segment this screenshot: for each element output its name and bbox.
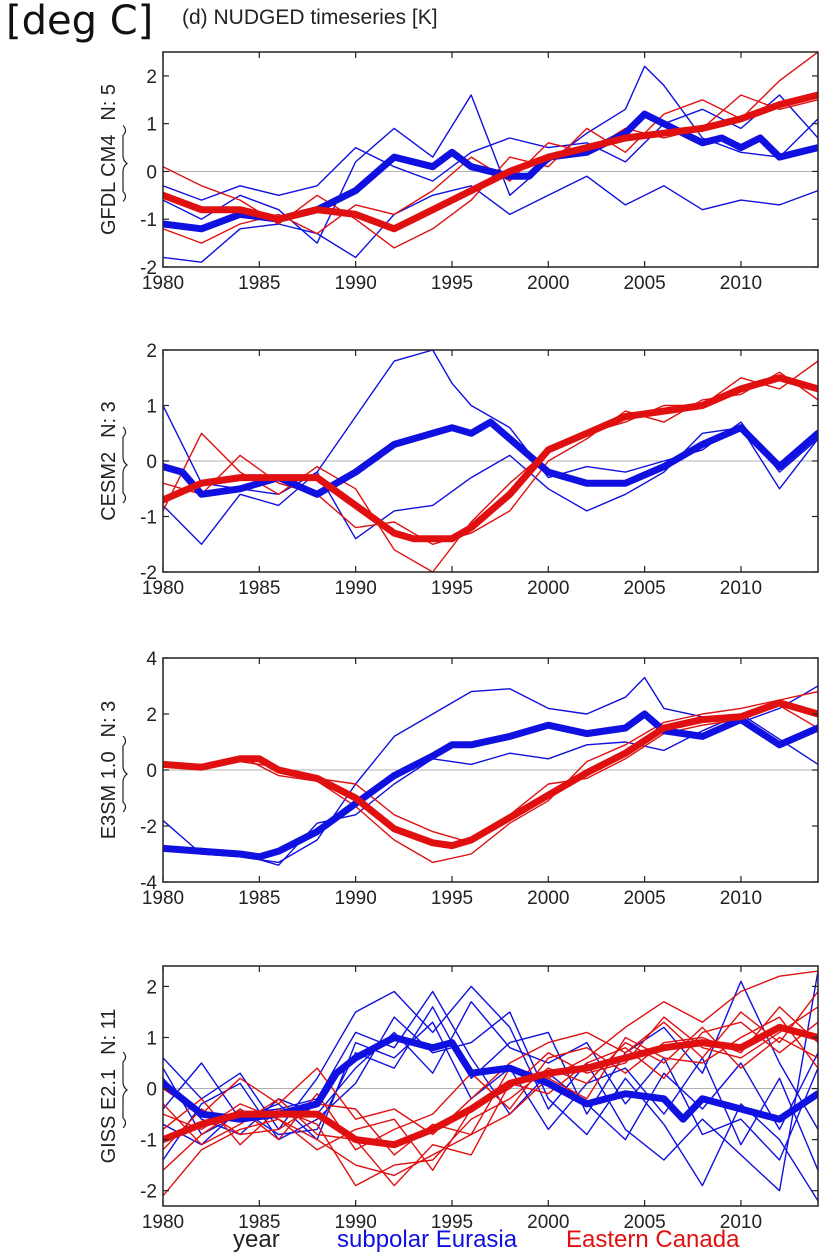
model-name-label: E3SM 1.0 — [98, 751, 120, 839]
x-tick-label: 1985 — [238, 273, 280, 294]
series-line-eastern-canada-member — [163, 690, 818, 864]
y-tick-label: 2 — [146, 977, 157, 998]
series-line-subpolar-eurasia-member — [163, 175, 818, 263]
model-name-label: GISS E2.1 — [98, 1069, 120, 1164]
y-tick-label: 0 — [146, 162, 157, 183]
x-tick-label: 2010 — [720, 273, 762, 294]
y-tick-label: 0 — [146, 761, 157, 782]
x-tick-label: 2010 — [720, 1212, 762, 1233]
series-line-subpolar-eurasia-member — [163, 94, 818, 201]
model-name-label: CESM2 — [98, 452, 120, 521]
x-axis-label: year — [233, 1226, 280, 1253]
y-tick-label: 1 — [146, 397, 157, 418]
x-tick-label: 1985 — [238, 888, 280, 909]
x-tick-label: 2010 — [720, 578, 762, 599]
x-tick-label: 2005 — [623, 578, 665, 599]
y-axis-label: CESM2 N: 3 — [98, 401, 120, 521]
figure-title: (d) NUDGED timeseries [K] — [182, 6, 438, 29]
y-tick-label: -2 — [140, 258, 157, 279]
panel-3: 1980 1985 1990 1995 2000 2005 2010 -4 -2 0 2 4 E3SM … — [98, 649, 819, 909]
x-tick-label: 1980 — [142, 578, 184, 599]
panel-4: 1980 1985 1990 1995 2000 2005 2010 -2 -1 0 1 2 GISS … — [98, 965, 819, 1233]
ensemble-size-label: N: 3 — [98, 401, 120, 438]
y-tick-label: 2 — [146, 67, 157, 88]
series-line-eastern-canada-member — [163, 990, 818, 1136]
y-tick-label: -2 — [140, 1182, 157, 1203]
series-line-eastern-canada-member — [163, 970, 818, 1197]
x-tick-label: 2005 — [623, 1212, 665, 1233]
x-tick-label: 2005 — [623, 273, 665, 294]
series-line-eastern-canada-mean — [163, 91, 818, 233]
series-line-subpolar-eurasia-mean — [163, 1034, 818, 1123]
x-tick-label: 1995 — [431, 1212, 473, 1233]
x-tick-label: 2000 — [527, 273, 569, 294]
x-tick-label: 1985 — [238, 578, 280, 599]
panel-1: 1980 1985 1990 1995 2000 2005 2010 -2 -1 0 1 2 GFDL … — [98, 51, 819, 294]
x-tick-label: 1995 — [431, 578, 473, 599]
series-line-eastern-canada-member — [163, 1021, 818, 1187]
y-tick-label: -4 — [140, 873, 157, 894]
series-line-eastern-canada-mean — [163, 699, 818, 850]
y-tick-label: -1 — [140, 1131, 157, 1152]
y-tick-label: 1 — [146, 1028, 157, 1049]
x-tick-label: 2005 — [623, 888, 665, 909]
y-axis-label: GFDL CM4 N: 5 — [98, 84, 120, 235]
axes-frame — [162, 51, 819, 268]
brace-mark — [122, 735, 128, 813]
series-line-subpolar-eurasia-member — [163, 970, 818, 1192]
series-line-eastern-canada-mean — [163, 1023, 818, 1149]
y-tick-label: -2 — [140, 563, 157, 584]
legend-subpolar-eurasia: subpolar Eurasia — [337, 1226, 518, 1253]
series-line-eastern-canada-member — [163, 1016, 818, 1156]
brace-mark — [122, 1051, 128, 1129]
x-tick-label: 1995 — [431, 888, 473, 909]
x-tick-label: 1985 — [238, 1212, 280, 1233]
legend-eastern-canada: Eastern Canada — [566, 1226, 740, 1253]
y-tick-label: 2 — [146, 705, 157, 726]
x-tick-label: 1990 — [335, 578, 377, 599]
brace-mark — [122, 426, 128, 504]
x-tick-label: 1990 — [335, 1212, 377, 1233]
x-tick-label: 1980 — [142, 888, 184, 909]
y-tick-label: 1 — [146, 115, 157, 136]
ensemble-size-label: N: 5 — [98, 84, 120, 121]
series-line-subpolar-eurasia-member — [163, 1001, 818, 1161]
y-axis-label: E3SM 1.0 N: 3 — [98, 701, 120, 840]
y-axis-label: GISS E2.1 N: 11 — [98, 1009, 120, 1164]
y-tick-label: 0 — [146, 452, 157, 473]
y-tick-label: 2 — [146, 341, 157, 362]
brace-mark — [122, 125, 128, 202]
series-line-subpolar-eurasia-member — [163, 1021, 818, 1172]
x-tick-label: 2000 — [527, 1212, 569, 1233]
axes-frame — [162, 965, 819, 1207]
ensemble-size-label: N: 3 — [98, 701, 120, 738]
y-tick-label: -1 — [140, 210, 157, 231]
x-tick-label: 1980 — [142, 1212, 184, 1233]
series-line-subpolar-eurasia-mean — [163, 418, 818, 498]
x-tick-label: 2000 — [527, 888, 569, 909]
y-tick-label: 0 — [146, 1080, 157, 1101]
x-tick-label: 1990 — [335, 888, 377, 909]
model-name-label: GFDL CM4 — [98, 135, 120, 235]
series-line-subpolar-eurasia-member — [163, 427, 818, 545]
y-tick-label: -1 — [140, 508, 157, 529]
series-line-eastern-canada-mean — [163, 374, 818, 543]
series-line-subpolar-eurasia-mean — [163, 710, 818, 861]
series-line-subpolar-eurasia-member — [163, 65, 818, 244]
x-tick-label: 1980 — [142, 273, 184, 294]
y-tick-label: -2 — [140, 817, 157, 838]
ensemble-size-label: N: 11 — [98, 1009, 120, 1055]
y-tick-label: 4 — [146, 649, 157, 670]
unit-label: [deg C] — [6, 0, 154, 44]
x-tick-label: 1995 — [431, 273, 473, 294]
x-tick-label: 2010 — [720, 888, 762, 909]
x-tick-label: 1990 — [335, 273, 377, 294]
panel-2: 1980 1985 1990 1995 2000 2005 2010 -2 -1 0 1 2 CESM2… — [98, 341, 819, 599]
series-line-subpolar-eurasia-member — [163, 713, 818, 866]
x-tick-label: 2000 — [527, 578, 569, 599]
